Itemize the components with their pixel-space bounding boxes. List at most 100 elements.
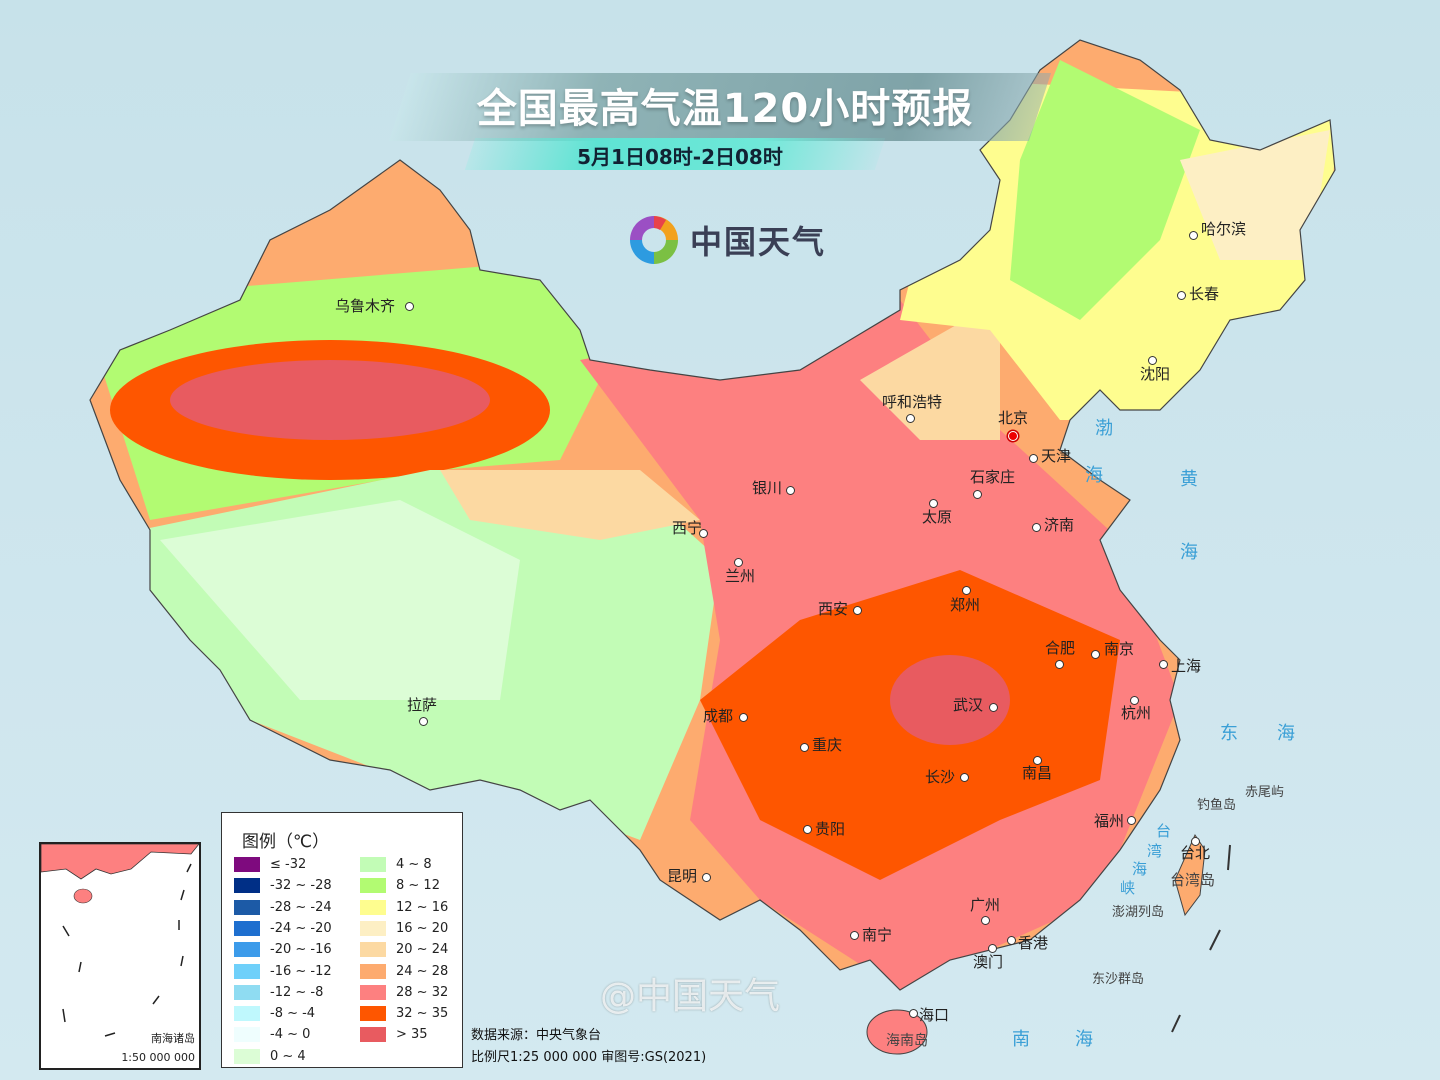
legend-label: 0 ~ 4 (270, 1048, 306, 1064)
city-marker-icon (419, 717, 428, 726)
inset-scale: 1:50 000 000 (121, 1051, 195, 1064)
legend-title: 图例（℃） (242, 832, 330, 852)
legend-item: 8 ~ 12 (360, 878, 440, 894)
legend-label: 8 ~ 12 (396, 878, 440, 894)
city-marker-icon (803, 825, 812, 834)
city-label: 济南 (1044, 516, 1075, 534)
city-label: 武汉 (953, 696, 984, 714)
city-label: 长沙 (925, 768, 956, 786)
city-label: 北京 (998, 409, 1029, 427)
legend-label: -28 ~ -24 (270, 899, 332, 915)
island-label-diaoyu: 钓鱼岛 (1197, 798, 1237, 813)
legend-item: 12 ~ 16 (360, 899, 449, 915)
map-title: 全国最高气温120小时预报 (476, 86, 974, 132)
legend-label: 32 ~ 35 (396, 1006, 449, 1022)
inset-title: 南海诸岛 (151, 1032, 195, 1045)
city-marker-icon (960, 773, 969, 782)
legend-item: 16 ~ 20 (360, 920, 449, 936)
scale-note: 比例尺1:25 000 000 审图号:GS(2021) (471, 1047, 706, 1069)
city-label: 呼和浩特 (882, 393, 943, 411)
legend-item: ≤ -32 (234, 857, 306, 872)
city-marker-icon (1055, 660, 1064, 669)
city-label: 石家庄 (970, 468, 1016, 486)
sea-label-nanhai: 海 (1075, 1029, 1093, 1050)
city-marker-icon (800, 743, 809, 752)
sea-label-bohai: 海 (1085, 465, 1103, 486)
sea-label-strait: 湾 (1147, 842, 1163, 860)
legend-item: -8 ~ -4 (234, 1006, 315, 1022)
legend-label: -4 ~ 0 (270, 1027, 311, 1043)
legend-swatch (234, 878, 260, 894)
legend-swatch (234, 899, 260, 915)
legend: 图例（℃） ≤ -32 -32 ~ -28 -28 ~ -24 -24 ~ -20 -2… (221, 812, 463, 1068)
legend-item: 32 ~ 35 (360, 1006, 449, 1022)
city-label: 福州 (1094, 812, 1125, 830)
city-label: 西安 (818, 600, 849, 618)
legend-item: -20 ~ -16 (234, 942, 332, 958)
sea-label-huanghai: 黄 (1180, 469, 1198, 490)
approval-number: 审图号:GS(2021) (601, 1050, 707, 1065)
sea-label-strait: 峡 (1120, 879, 1136, 897)
legend-swatch (360, 857, 386, 872)
legend-label: -32 ~ -28 (270, 878, 332, 894)
city-label: 南宁 (862, 926, 893, 944)
city-marker-icon (1032, 523, 1041, 532)
city-label: 昆明 (667, 867, 698, 885)
legend-item: -12 ~ -8 (234, 984, 323, 1000)
city-label: 香港 (1018, 934, 1049, 952)
legend-swatch (234, 1027, 260, 1043)
city-label: 沈阳 (1140, 365, 1171, 383)
city-label: 海口 (919, 1006, 950, 1024)
logo-text: 中国天气 (690, 223, 827, 261)
city-label: 南昌 (1022, 764, 1053, 782)
city-label: 太原 (922, 508, 953, 526)
island-label-hainan: 海南岛 (886, 1033, 928, 1049)
city-marker-icon (962, 586, 971, 595)
legend-label: 20 ~ 24 (396, 942, 449, 958)
sea-label-huanghai: 海 (1180, 542, 1198, 563)
city-label: 郑州 (950, 596, 981, 614)
legend-label: 24 ~ 28 (396, 963, 449, 979)
nine-dash-line (1171, 844, 1231, 1033)
city-marker-icon (1159, 660, 1168, 669)
city-label: 哈尔滨 (1201, 220, 1247, 238)
hainan-island (866, 1009, 928, 1055)
city-marker-icon (1148, 356, 1157, 365)
legend-label: -24 ~ -20 (270, 920, 332, 936)
city-label: 上海 (1171, 657, 1202, 675)
city-marker-icon (850, 931, 859, 940)
legend-item: 0 ~ 4 (234, 1048, 306, 1064)
city-marker-icon (906, 414, 915, 423)
city-marker-icon (1127, 816, 1136, 825)
legend-label: 12 ~ 16 (396, 899, 449, 915)
city-label: 广州 (970, 896, 1001, 914)
legend-item: 28 ~ 32 (360, 984, 449, 1000)
legend-swatch (234, 1048, 260, 1064)
city-marker-icon (989, 703, 998, 712)
island-label-taiwan: 台湾岛 (1170, 871, 1216, 889)
legend-label: ≤ -32 (270, 857, 307, 872)
legend-swatch (234, 857, 260, 872)
legend-swatch (234, 963, 260, 979)
city-label: 兰州 (725, 567, 756, 585)
legend-item: 20 ~ 24 (360, 942, 449, 958)
legend-swatch (360, 1027, 386, 1043)
city-label: 天津 (1041, 447, 1072, 465)
city-label: 台北 (1180, 844, 1211, 862)
city-label: 澳门 (973, 953, 1004, 971)
city-marker-icon (1007, 936, 1016, 945)
city-label: 合肥 (1045, 639, 1076, 657)
map-subtitle: 5月1日08时-2日08时 (577, 145, 783, 169)
island-label-penghu: 澎湖列岛 (1112, 905, 1165, 920)
city-marker-icon (973, 490, 982, 499)
legend-swatch (360, 963, 386, 979)
city-marker-icon (1091, 650, 1100, 659)
legend-swatch (360, 984, 386, 1000)
legend-swatch (360, 899, 386, 915)
legend-swatch (234, 920, 260, 936)
legend-label: 16 ~ 20 (396, 920, 449, 936)
city-label: 乌鲁木齐 (335, 297, 396, 315)
legend-label: 28 ~ 32 (396, 984, 449, 1000)
city-marker-icon (909, 1009, 918, 1018)
legend-item: > 35 (360, 1027, 428, 1043)
